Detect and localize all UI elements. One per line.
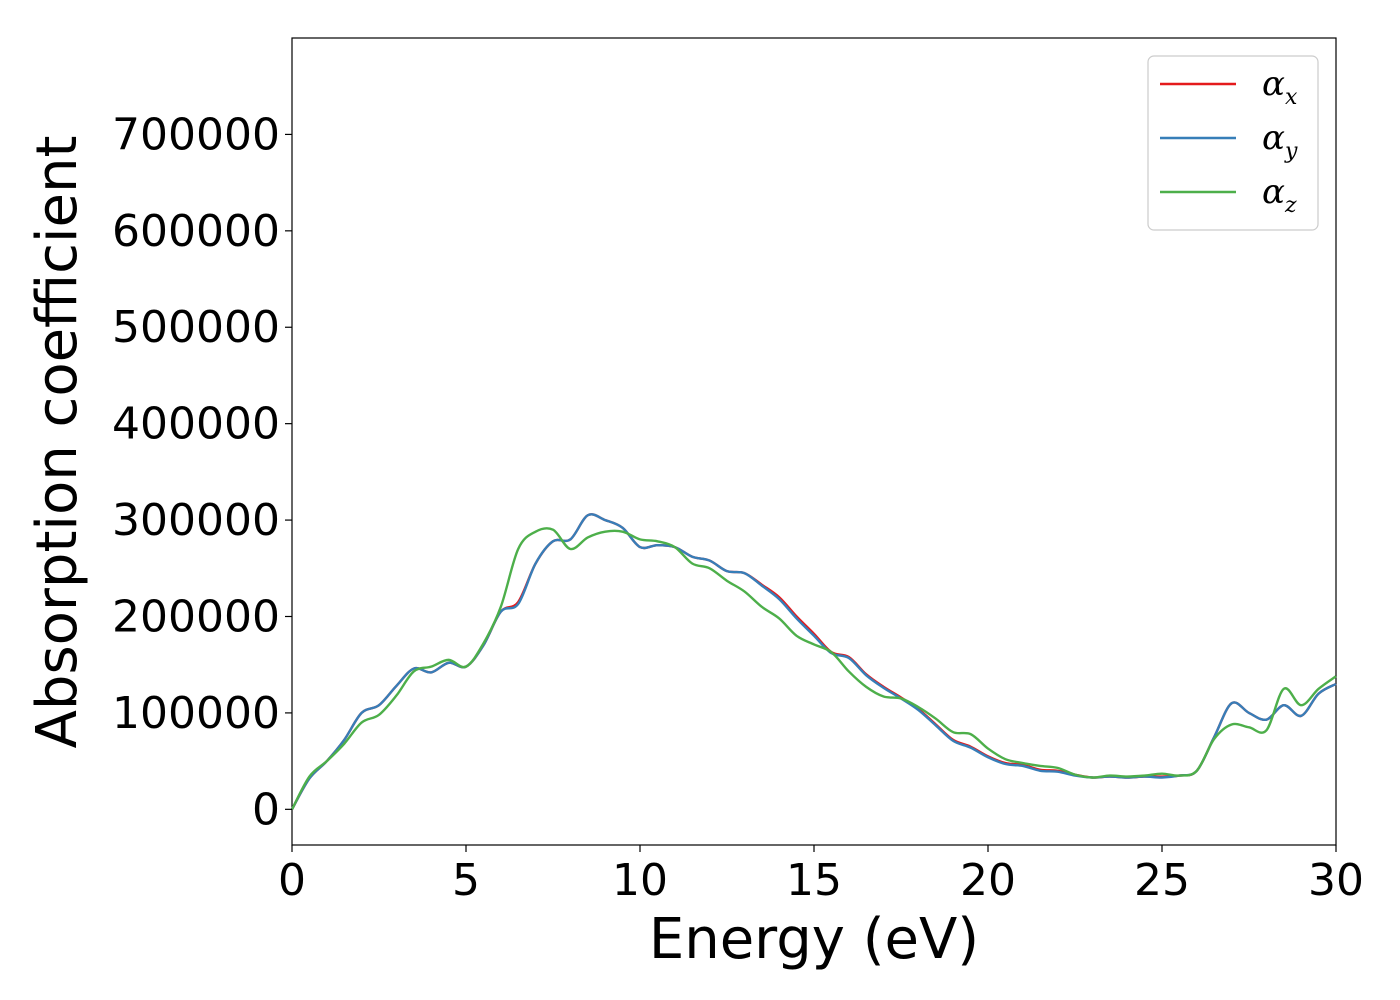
- legend-box: [1147, 55, 1319, 231]
- x-tick-label: 20: [960, 855, 1016, 906]
- y-tick-label: 0: [252, 784, 280, 835]
- legend-label-y: αy: [1262, 118, 1298, 164]
- y-tick-label: 200000: [112, 591, 280, 642]
- series-layer: [290, 513, 1337, 810]
- y-tick-label: 400000: [112, 399, 280, 450]
- y-tick-label: 500000: [112, 302, 280, 353]
- y-axis-ticks: 0 100000 200000 300000 400000 500000 600000 700…: [112, 109, 292, 835]
- y-tick-label: 600000: [112, 206, 280, 257]
- y-tick-label: 700000: [112, 109, 280, 160]
- series-line-z: [290, 527, 1337, 810]
- y-tick-label: 300000: [112, 495, 280, 546]
- x-tick-label: 0: [278, 855, 306, 906]
- x-tick-label: 5: [452, 855, 480, 906]
- x-tick-label: 15: [786, 855, 842, 906]
- x-axis-label: Energy (eV): [649, 907, 979, 972]
- x-tick-label: 30: [1308, 855, 1364, 906]
- x-tick-label: 25: [1134, 855, 1190, 906]
- y-tick-label: 100000: [112, 688, 280, 739]
- x-axis-ticks: 0 5 10 15 20 25 30: [278, 845, 1364, 906]
- x-tick-label: 10: [612, 855, 668, 906]
- y-axis-label: Absorption coefficient: [25, 136, 90, 749]
